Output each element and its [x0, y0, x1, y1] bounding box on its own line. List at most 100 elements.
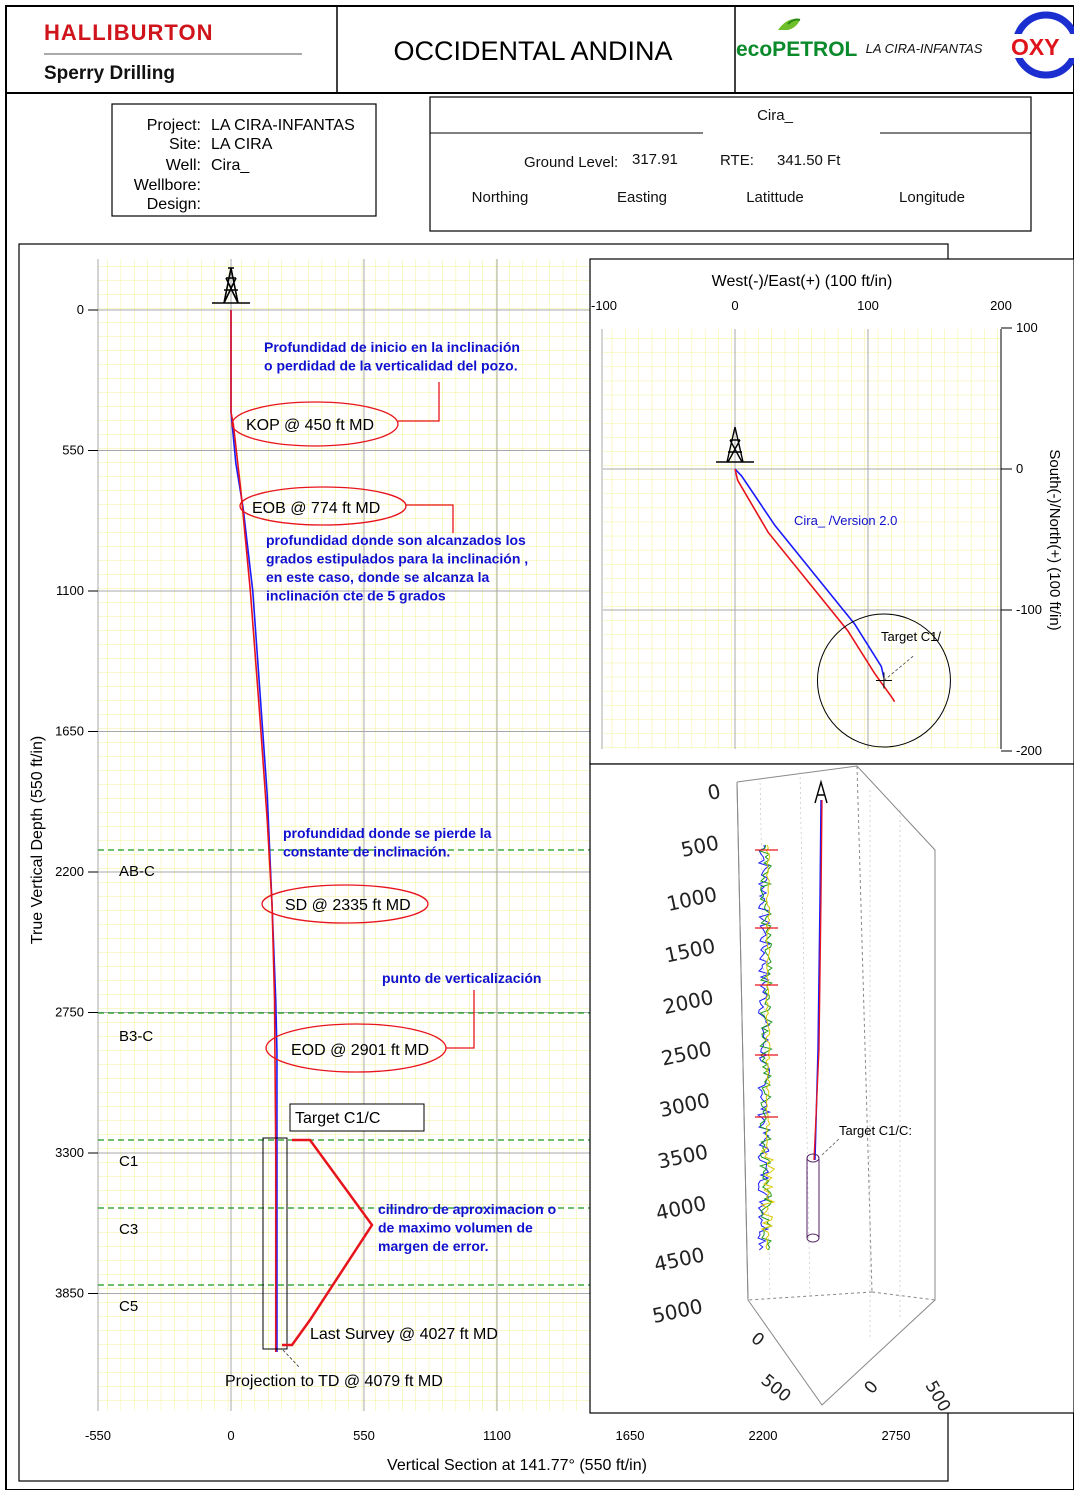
plan-y-axis-title: South(-)/North(+) (100 ft/in) — [1046, 449, 1063, 630]
kop-ellipse — [231, 401, 399, 447]
sd-marker-label: SD @ 2335 ft MD — [285, 897, 411, 914]
formation-lines: AB-C B3-C C1 C3 C5 — [98, 849, 590, 1315]
plan-y-tick-label: 0 — [1016, 461, 1023, 476]
site-label: Site: — [169, 136, 201, 153]
section-x-tick-label: 1650 — [616, 1428, 645, 1443]
3d-log-trace — [760, 844, 776, 1251]
section-x-tick-label: 550 — [353, 1428, 375, 1443]
oxy-logo: OXY — [1010, 11, 1074, 79]
3d-derrick-icon — [814, 779, 828, 804]
eob-ellipse — [239, 486, 407, 526]
section-axis-ticks: -550 0 550 1100 1650 2200 2750 0 550 1100 1650 2200… — [55, 302, 910, 1443]
ecopetrol-logo-text: ecoPETROL — [736, 38, 858, 61]
kop-annotation: Profundidad de inicio en la inclinación o… — [264, 339, 520, 374]
target-cylinder — [262, 1137, 288, 1350]
wellbore-label: Wellbore: — [134, 177, 201, 194]
plan-x-tick-label: 0 — [731, 298, 738, 313]
target-label: Target C1/C — [295, 1110, 380, 1127]
field-name-label: LA CIRA-INFANTAS — [866, 41, 983, 56]
halliburton-logo: HALLIBURTON — [44, 20, 213, 45]
well-info-title: Cira_ — [757, 107, 794, 124]
section-y-tick-label: 3850 — [55, 1286, 84, 1301]
kop-marker-label: KOP @ 450 ft MD — [246, 417, 374, 434]
plan-x-tick-label: -100 — [591, 298, 617, 313]
site-value: LA CIRA — [211, 136, 273, 153]
plan-target-outline — [816, 613, 951, 748]
well-label: Well: — [166, 157, 201, 174]
section-x-tick-label: 2200 — [749, 1428, 778, 1443]
error-envelope-bracket — [282, 1138, 374, 1347]
longitude-header: Longitude — [899, 189, 965, 206]
3d-box-frame — [736, 765, 936, 1406]
project-value: LA CIRA-INFANTAS — [211, 117, 355, 134]
section-y-tick-label: 2200 — [55, 864, 84, 879]
3d-log-traces — [755, 844, 778, 1251]
3d-actual-path — [813, 799, 823, 1161]
easting-header: Easting — [617, 189, 667, 206]
section-y-tick-label: 3300 — [55, 1145, 84, 1160]
well-value: Cira_ — [211, 157, 250, 174]
section-y-tick-label: 550 — [62, 443, 84, 458]
eob-annotation: profundidad donde son alcanzados los grad… — [266, 532, 528, 604]
title-block — [5, 5, 1074, 1490]
formation-label: B3-C — [119, 1028, 153, 1045]
sd-annotation: profundidad donde se pierde la constante … — [283, 825, 492, 860]
plan-x-tick-label: 200 — [990, 298, 1012, 313]
oxy-logo-text: OXY — [1011, 34, 1060, 60]
plan-axis-ticks: -100 0 100 200 100 0 -100 -200 — [591, 298, 1042, 758]
section-x-tick-label: 1100 — [483, 1428, 511, 1443]
3d-target-cylinder — [806, 1153, 820, 1243]
rte-label: RTE: — [720, 152, 754, 169]
section-x-tick-label: 0 — [227, 1428, 234, 1443]
3d-view-frame — [589, 763, 1074, 1414]
well-info-box — [429, 96, 1032, 232]
section-y-tick-label: 1650 — [55, 724, 84, 739]
sd-ellipse — [261, 884, 429, 924]
cylinder-annotation: cilindro de aproximacion o de maximo volu… — [378, 1201, 556, 1254]
plan-x-axis-title: West(-)/East(+) (100 ft/in) — [712, 273, 893, 290]
plan-y-tick-label: 100 — [1016, 320, 1038, 335]
target-label-box — [289, 1103, 425, 1132]
plan-series-label: Cira_ /Version 2.0 — [794, 513, 897, 528]
northing-header: Northing — [472, 189, 529, 206]
project-box — [111, 103, 377, 217]
sperry-drilling-label: Sperry Drilling — [44, 63, 175, 84]
plan-plan-line — [734, 468, 885, 678]
section-y-tick-label: 2750 — [55, 1005, 84, 1020]
section-y-axis-label: True Vertical Depth (550 ft/in) — [29, 736, 46, 944]
plan-derrick-icon — [716, 426, 754, 463]
ground-level-value: 317.91 — [632, 151, 678, 168]
section-y-tick-label: 1100 — [56, 583, 84, 598]
section-y-tick-label: 0 — [77, 302, 84, 317]
plan-well-paths — [734, 468, 896, 703]
ground-level-label: Ground Level: — [524, 154, 618, 171]
ecopetrol-logo: ecoPETROL — [736, 18, 858, 61]
formation-label: C1 — [119, 1153, 138, 1170]
formation-label: C3 — [119, 1221, 138, 1238]
section-x-axis-label: Vertical Section at 141.77° (550 ft/in) — [387, 1457, 647, 1474]
plan-view-plot-area — [603, 329, 1001, 749]
plan-y-tick-label: -200 — [1016, 743, 1042, 758]
derrick-icon — [212, 267, 250, 304]
3d-log-trace — [758, 844, 773, 1251]
last-survey-label: Last Survey @ 4027 ft MD — [310, 1326, 498, 1343]
section-x-tick-label: -550 — [85, 1428, 111, 1443]
formation-label: AB-C — [119, 863, 155, 880]
3d-target-label: Target C1/C: — [839, 1123, 912, 1138]
verticalization-annotation: punto de verticalización — [382, 970, 541, 986]
plan-target-label: Target C1/ — [881, 629, 941, 644]
rte-value: 341.50 Ft — [777, 152, 841, 169]
section-x-tick-label: 2750 — [882, 1428, 911, 1443]
plan-actual-line — [734, 468, 896, 703]
projection-label: Projection to TD @ 4079 ft MD — [225, 1373, 443, 1390]
eob-marker-label: EOB @ 774 ft MD — [252, 500, 380, 517]
operator-title: OCCIDENTAL ANDINA — [393, 36, 672, 66]
latitude-header: Latittude — [746, 189, 804, 206]
plan-target-circle — [816, 613, 951, 748]
formation-label: C5 — [119, 1298, 138, 1315]
plan-x-tick-label: 100 — [857, 298, 879, 313]
3d-depth-tick: 0 — [705, 779, 722, 805]
plan-y-tick-label: -100 — [1016, 602, 1042, 617]
design-label: Design: — [147, 196, 201, 213]
